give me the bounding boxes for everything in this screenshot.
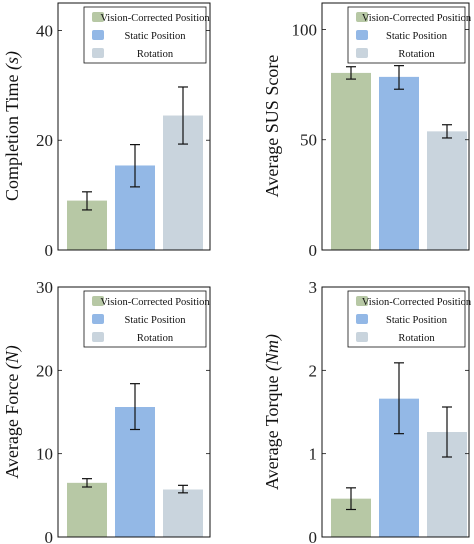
legend: Vision-Corrected Position Static Position… <box>83 290 210 348</box>
legend-label-vision-corrected-position: Vision-Corrected Position <box>100 13 210 24</box>
y-tick-label: 20 <box>36 131 53 150</box>
legend-swatch-rotation <box>356 48 368 58</box>
y-tick-label: 100 <box>292 20 318 39</box>
legend-swatch-static-position <box>356 30 368 40</box>
error-bar-rotation <box>442 406 452 458</box>
legend-label-rotation: Rotation <box>398 333 435 344</box>
legend-label-vision-corrected-position: Vision-Corrected Position <box>362 13 472 24</box>
y-tick-label: 3 <box>309 278 318 297</box>
y-tick-label: 50 <box>300 131 317 150</box>
legend: Vision-Corrected Position Static Position… <box>347 290 472 348</box>
y-axis-label-text: Average Torque <box>262 375 282 490</box>
y-tick-label: 30 <box>36 278 53 297</box>
legend-label-rotation: Rotation <box>137 49 174 60</box>
legend-swatch-vision-corrected-position <box>356 12 368 22</box>
y-axis-label-text: Average Force <box>2 374 22 479</box>
error-bar-vision-corrected-position <box>346 487 356 511</box>
y-axis-label-text: Average SUS Score <box>262 55 282 198</box>
chart-panel-1: 0 20 40 Completion Time (s) Vision-Corrected… <box>2 2 211 260</box>
y-axis-label: Completion Time (s) <box>2 51 23 201</box>
y-axis-label: Average SUS Score <box>262 55 282 198</box>
error-bar-rotation <box>178 86 188 145</box>
y-tick-label: 0 <box>45 528 54 544</box>
legend-swatch-rotation <box>92 48 104 58</box>
chart-panel-4: 0 1 2 3 Average Torque (Nm) Vision-Corrected … <box>262 278 472 544</box>
error-bar-static-position <box>394 362 404 435</box>
legend-label-rotation: Rotation <box>398 49 435 60</box>
y-tick-label: 0 <box>309 528 318 544</box>
error-bar-static-position <box>394 65 404 90</box>
y-axis-label: Average Torque (Nm) <box>262 334 283 490</box>
legend-label-static-position: Static Position <box>125 315 187 326</box>
error-bar-rotation <box>442 124 452 139</box>
y-axis-unit: (s) <box>2 51 23 70</box>
legend: Vision-Corrected Position Static Position… <box>83 6 210 64</box>
plot-frame <box>321 2 470 251</box>
y-tick-label: 0 <box>309 241 318 260</box>
legend-swatch-rotation <box>356 332 368 342</box>
legend-swatch-vision-corrected-position <box>92 296 104 306</box>
legend: Vision-Corrected Position Static Position… <box>347 6 472 64</box>
error-bar-vision-corrected-position <box>82 478 92 488</box>
legend-swatch-static-position <box>92 314 104 324</box>
plot-frame <box>321 286 470 538</box>
bar-rotation <box>427 131 467 250</box>
legend-label-static-position: Static Position <box>125 31 187 42</box>
legend-swatch-static-position <box>356 314 368 324</box>
error-bar-static-position <box>130 383 140 431</box>
legend-swatch-vision-corrected-position <box>92 12 104 22</box>
error-bar-vision-corrected-position <box>346 66 356 80</box>
error-bar-static-position <box>130 144 140 188</box>
y-axis-label-text: Completion Time <box>2 74 22 201</box>
plot-frame <box>57 286 211 538</box>
error-bar-rotation <box>178 484 188 494</box>
legend-label-vision-corrected-position: Vision-Corrected Position <box>100 297 210 308</box>
y-tick-label: 2 <box>309 361 318 380</box>
chart-panel-3: 0 10 20 30 Average Force (N) Vision-Corrected… <box>2 278 211 544</box>
bar-vision-corrected-position <box>67 482 107 537</box>
y-tick-label: 0 <box>45 241 54 260</box>
error-bar-vision-corrected-position <box>82 191 92 211</box>
legend-label-static-position: Static Position <box>386 31 448 42</box>
legend-swatch-static-position <box>92 30 104 40</box>
legend-swatch-rotation <box>92 332 104 342</box>
y-axis-unit: (N) <box>2 345 23 369</box>
y-tick-label: 20 <box>36 361 53 380</box>
y-tick-label: 40 <box>36 21 53 40</box>
legend-label-rotation: Rotation <box>137 333 174 344</box>
legend-swatch-vision-corrected-position <box>356 296 368 306</box>
y-tick-label: 10 <box>36 445 53 464</box>
legend-label-vision-corrected-position: Vision-Corrected Position <box>362 297 472 308</box>
legend-label-static-position: Static Position <box>386 315 448 326</box>
bar-static-position <box>379 76 419 251</box>
bar-rotation <box>163 489 203 537</box>
y-axis-unit: (Nm) <box>262 334 283 371</box>
bar-vision-corrected-position <box>331 72 371 250</box>
y-axis-label: Average Force (N) <box>2 345 23 479</box>
y-tick-label: 1 <box>309 445 318 464</box>
chart-panel-2: 0 50 100 Average SUS Score Vision-Corrected … <box>262 2 472 260</box>
plot-frame <box>57 2 211 251</box>
